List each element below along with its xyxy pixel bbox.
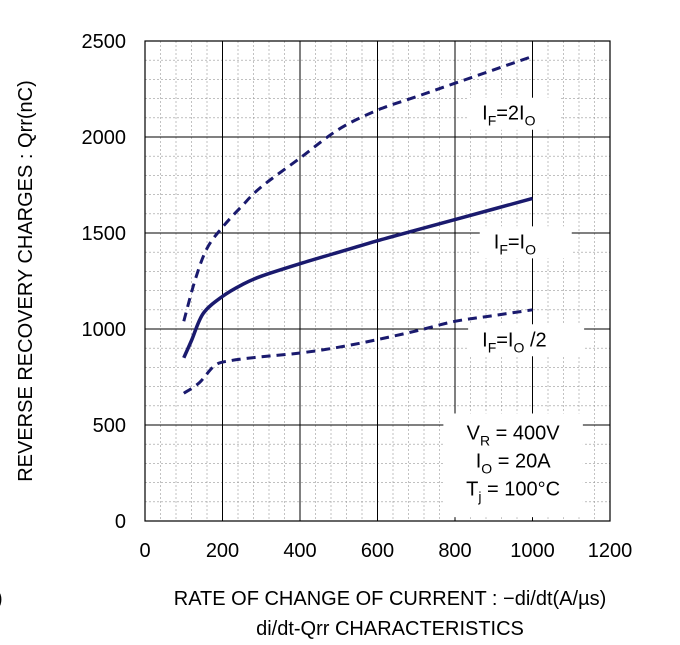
y-tick-label: 1000 [82,319,127,341]
series-labels: IF=2IO IF=IO IF=IO /2 [468,97,585,357]
series-line-1 [182,196,533,359]
x-axis-label: RATE OF CHANGE OF CURRENT : −di/dt(A/µs) [173,588,607,610]
x-tick-label: 200 [206,540,239,562]
x-tick-label: 400 [283,540,316,562]
x-tick-label: 600 [361,540,394,562]
series-label-bg [479,226,572,259]
x-tick-label: 0 [139,540,150,562]
plot-frame [144,40,611,522]
x-tick-labels: 0 200 400 600 800 1000 1200 [139,540,632,562]
x-tick-label: 1200 [588,540,633,562]
y-tick-label: 0 [115,511,126,533]
condition-line: VR = 400V [467,422,561,448]
y-tick-label: 500 [93,415,126,437]
series-layer [182,54,533,395]
condition-line: IO = 20A [476,450,551,476]
condition-line: Tj = 100°C [466,478,560,504]
y-tick-label: 1500 [82,223,127,245]
x-tick-label: 1000 [510,540,555,562]
series-label-if-io2: IF=IO /2 [482,329,547,355]
x-tick-label: 800 [438,540,471,562]
conditions-box-bg [443,413,583,518]
stray-parenthesis: ) [0,588,3,611]
series-label-if-io: IF=IO [494,231,536,257]
series-label-if-2io: IF=2IO [482,103,535,129]
qrr-chart: 0 200 400 600 800 1000 1200 0 500 1000 1500 2000 25… [15,31,632,562]
y-tick-label: 2000 [82,127,127,149]
series-line-2 [182,308,533,395]
series-label-bg [468,97,561,130]
y-tick-labels: 0 500 1000 1500 2000 2500 [82,31,127,533]
y-tick-label: 2500 [82,31,127,53]
y-axis-label: REVERSE RECOVERY CHARGES : Qrr(nC) [15,80,37,482]
chart-caption: di/dt-Qrr CHARACTERISTICS [256,618,524,640]
series-line-0 [182,54,533,322]
series-label-bg [468,324,585,357]
